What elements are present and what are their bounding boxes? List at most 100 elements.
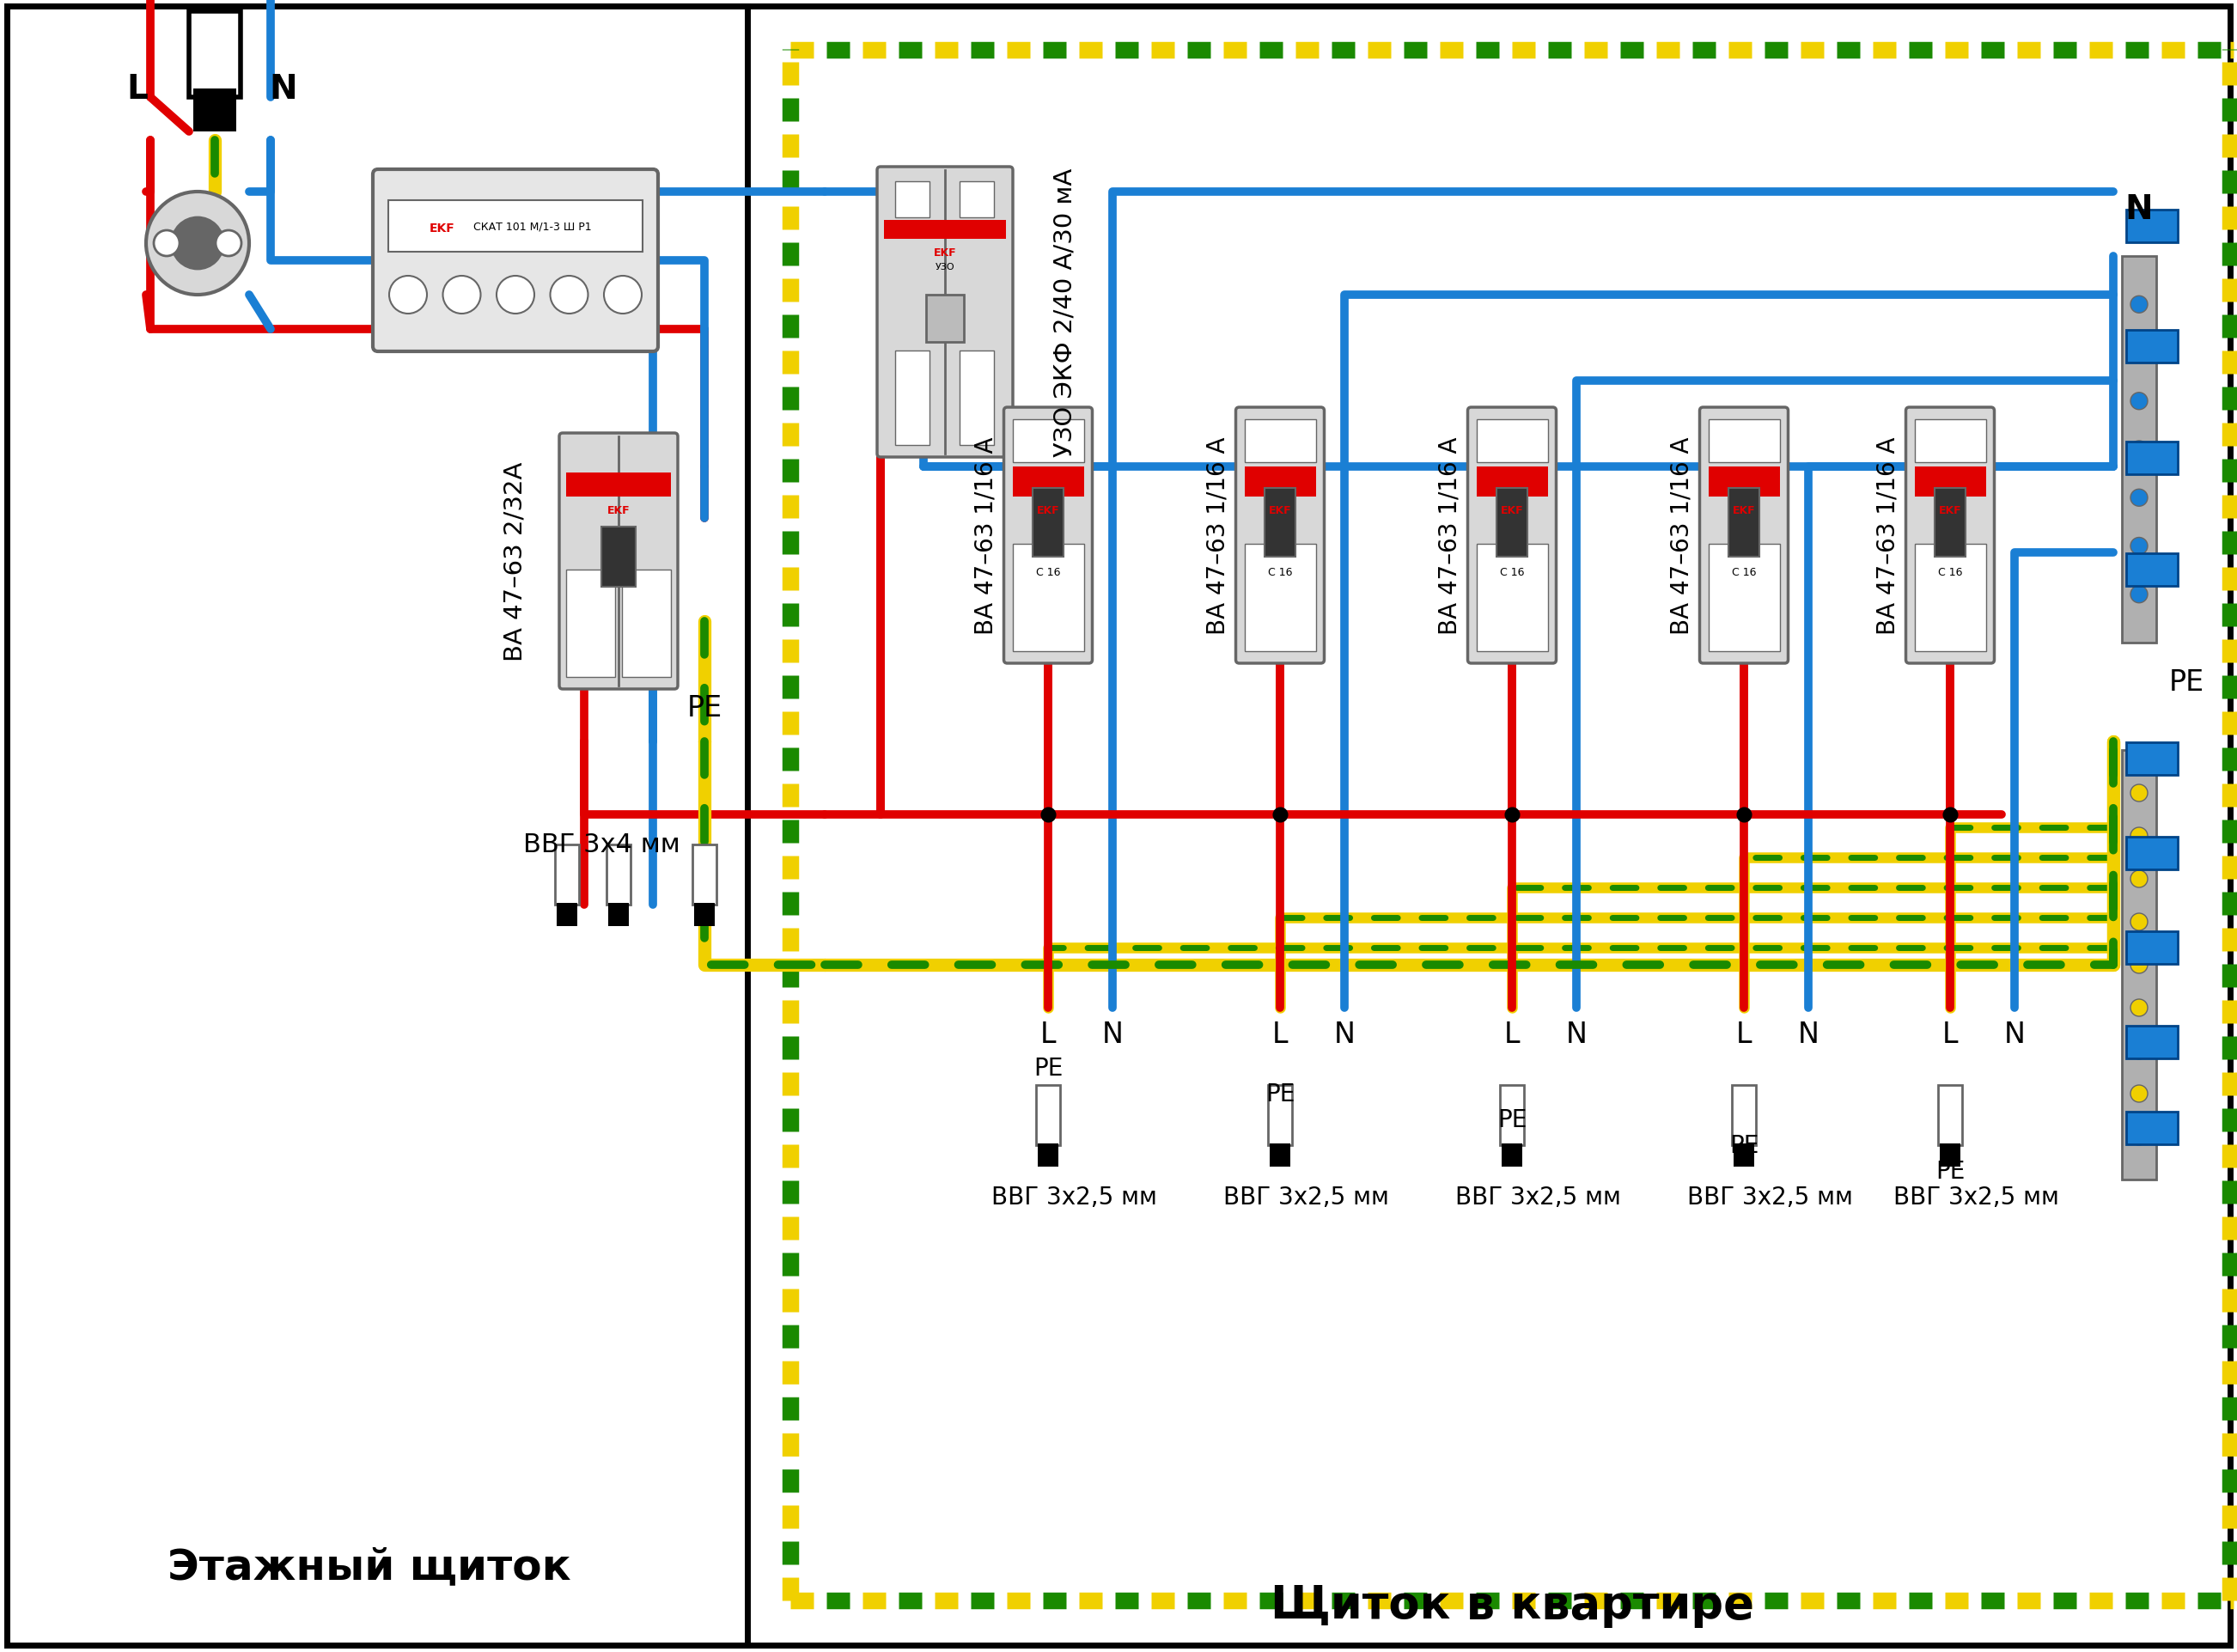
Bar [2125, 210, 2179, 243]
FancyBboxPatch shape [1467, 408, 1557, 664]
Bar [1915, 420, 1986, 463]
FancyBboxPatch shape [877, 167, 1013, 458]
Bar [960, 182, 993, 218]
FancyBboxPatch shape [1700, 408, 1787, 664]
FancyBboxPatch shape [559, 433, 678, 689]
Bar [566, 570, 615, 677]
Circle shape [2130, 489, 2148, 507]
Circle shape [2130, 296, 2148, 314]
Text: СКАТ 101 М/1-3 Ш Р1: СКАТ 101 М/1-3 Ш Р1 [474, 221, 593, 233]
Circle shape [2130, 1128, 2148, 1145]
Text: УЗО: УЗО [935, 263, 955, 271]
Circle shape [604, 276, 642, 314]
Circle shape [2130, 393, 2148, 410]
Text: PE: PE [1935, 1160, 1964, 1183]
Text: ВА 47–63 2/32А: ВА 47–63 2/32А [503, 463, 528, 661]
Bar [1937, 1085, 1962, 1145]
Bar [555, 844, 579, 905]
Text: Щиток в квартире: Щиток в квартире [1271, 1583, 1754, 1627]
Circle shape [2130, 539, 2148, 555]
Bar [2123, 750, 2156, 1180]
Text: N: N [2004, 1019, 2024, 1047]
Text: N: N [1566, 1019, 1586, 1047]
Text: C 16: C 16 [1036, 567, 1060, 578]
Circle shape [2130, 441, 2148, 459]
Circle shape [497, 276, 535, 314]
Circle shape [2130, 914, 2148, 930]
Bar [7, 7, 747, 1645]
FancyBboxPatch shape [374, 170, 658, 352]
Text: EKF: EKF [1939, 504, 1962, 515]
Text: EKF: EKF [933, 246, 957, 258]
Bar [895, 182, 931, 218]
Text: L: L [128, 73, 148, 106]
Bar [2125, 1026, 2179, 1059]
Bar [926, 296, 964, 342]
Text: PE: PE [1497, 1107, 1526, 1132]
Text: EKF: EKF [1036, 504, 1060, 515]
Text: ВВГ 3х2,5 мм: ВВГ 3х2,5 мм [1224, 1184, 1389, 1209]
Circle shape [2130, 871, 2148, 887]
Bar [1476, 545, 1548, 651]
Circle shape [2130, 1085, 2148, 1102]
Bar [1476, 420, 1548, 463]
Text: ВА 47–63 1/16 А: ВА 47–63 1/16 А [1669, 436, 1693, 634]
Bar [2123, 256, 2156, 643]
Bar [1497, 489, 1528, 557]
Text: ВВГ 3х2,5 мм: ВВГ 3х2,5 мм [1454, 1184, 1620, 1209]
Bar [1935, 489, 1966, 557]
Text: ВВГ 3х2,5 мм: ВВГ 3х2,5 мм [1893, 1184, 2058, 1209]
Bar [188, 12, 242, 97]
Circle shape [145, 192, 248, 296]
Bar [1476, 468, 1548, 497]
Bar [895, 352, 931, 446]
Text: EKF: EKF [606, 504, 631, 515]
Circle shape [2130, 828, 2148, 844]
Bar [884, 221, 1007, 240]
Text: EKF: EKF [430, 223, 454, 235]
Circle shape [2130, 1042, 2148, 1059]
Text: N: N [1103, 1019, 1123, 1047]
Text: PE: PE [2168, 667, 2203, 695]
Bar [1915, 468, 1986, 497]
Bar [1709, 545, 1781, 651]
Bar [1709, 468, 1781, 497]
Bar [1038, 1143, 1058, 1166]
Bar [389, 202, 642, 253]
FancyBboxPatch shape [1004, 408, 1092, 664]
Bar [602, 527, 635, 588]
Bar [622, 570, 671, 677]
Text: L: L [1942, 1019, 1957, 1047]
Circle shape [172, 218, 224, 269]
Text: N: N [2125, 193, 2152, 226]
Bar [2125, 330, 2179, 363]
Text: EKF: EKF [1268, 504, 1291, 515]
Text: ВВГ 3х2,5 мм: ВВГ 3х2,5 мм [991, 1184, 1157, 1209]
Bar [1013, 545, 1083, 651]
Text: L: L [1503, 1019, 1519, 1047]
Bar [1244, 420, 1315, 463]
Text: PE: PE [687, 694, 723, 722]
Bar [557, 904, 577, 927]
Text: C 16: C 16 [1937, 567, 1962, 578]
Bar [2125, 838, 2179, 871]
Circle shape [443, 276, 481, 314]
Text: C 16: C 16 [1499, 567, 1523, 578]
FancyBboxPatch shape [1235, 408, 1324, 664]
Bar [2125, 743, 2179, 775]
Text: C 16: C 16 [1268, 567, 1293, 578]
Text: N: N [268, 73, 298, 106]
Bar [1729, 489, 1758, 557]
Bar [1036, 1085, 1060, 1145]
Circle shape [154, 231, 179, 256]
Text: EKF: EKF [1501, 504, 1523, 515]
Bar [608, 904, 629, 927]
Text: ВА 47–63 1/16 А: ВА 47–63 1/16 А [1877, 436, 1899, 634]
Text: PE: PE [1266, 1082, 1295, 1105]
Bar [1244, 545, 1315, 651]
Bar [2125, 443, 2179, 474]
Text: ВА 47–63 1/16 А: ВА 47–63 1/16 А [1206, 436, 1230, 634]
Bar [1709, 420, 1781, 463]
Bar [1264, 489, 1295, 557]
Bar [1501, 1143, 1521, 1166]
